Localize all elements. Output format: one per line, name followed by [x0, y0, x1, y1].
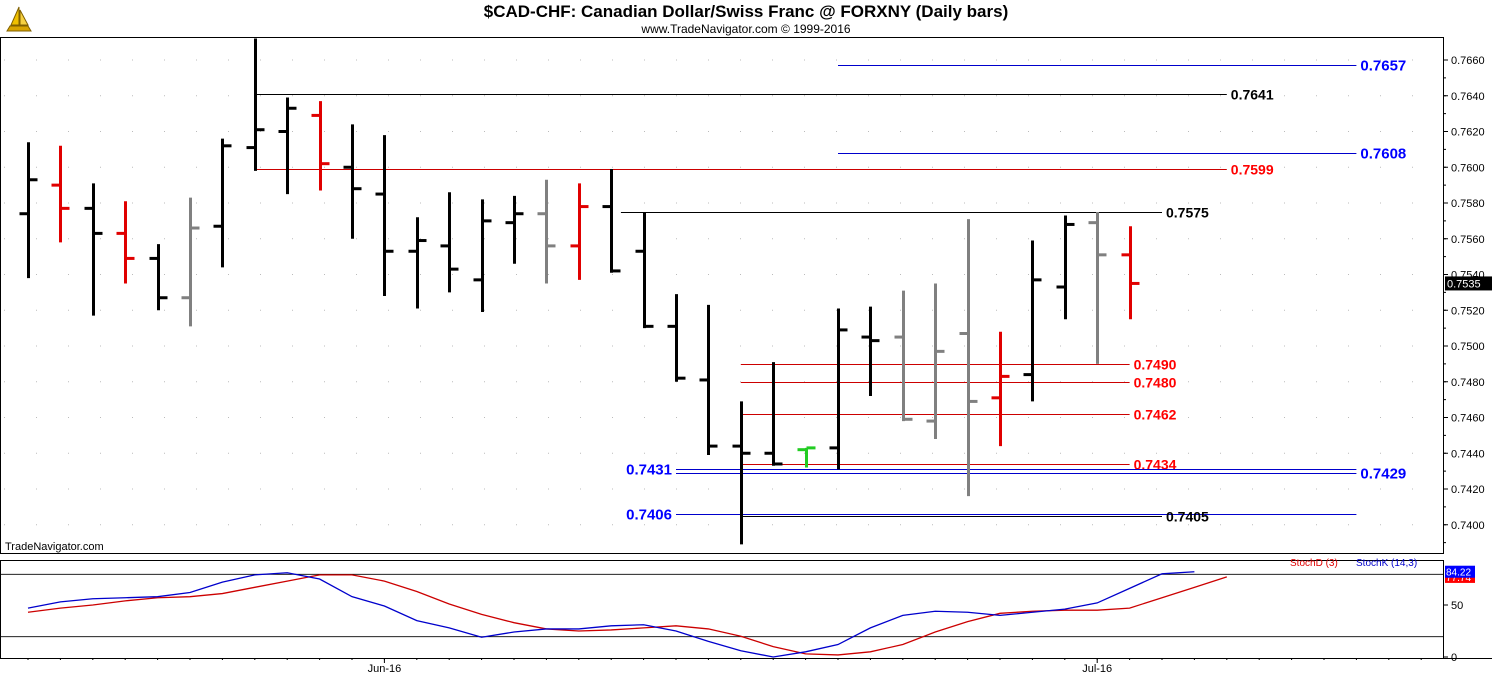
ohlc-bar — [116, 201, 135, 284]
stochastic-panel: StochD (3) StochK (14,3) — [0, 558, 1443, 658]
ohlc-bar — [894, 290, 913, 422]
stoch-legend-k: StochK (14,3) — [1356, 558, 1417, 569]
level-label: 0.7434 — [1134, 457, 1177, 473]
ohlc-bar — [343, 124, 362, 239]
ohlc-bar — [732, 401, 751, 545]
y-tick-label: 0.7500 — [1451, 341, 1485, 353]
level-lines: 0.7657 0.7641 0.7608 0.7599 0.7575 0.7490 0.74… — [254, 58, 1406, 525]
chart-title: $CAD-CHF: Canadian Dollar/Swiss Franc @ … — [483, 2, 1009, 21]
level-label: 0.7657 — [1360, 58, 1406, 75]
stoch-legend-d: StochD (3) — [1290, 558, 1338, 569]
ohlc-bar — [570, 183, 589, 280]
ohlc-bar — [764, 362, 783, 466]
y-tick-label: 0.7520 — [1451, 305, 1485, 317]
ohlc-bar — [149, 244, 168, 311]
chart-subtitle: www.TradeNavigator.com © 1999-2016 — [641, 22, 851, 36]
ohlc-bar — [1023, 240, 1042, 402]
ohlc-bar — [537, 179, 556, 284]
ohlc-bar — [473, 199, 492, 313]
level-label: 0.7490 — [1134, 357, 1177, 373]
ohlc-bar — [408, 217, 427, 309]
stoch-y-tick-label: 0 — [1451, 652, 1457, 664]
level-label: 0.7599 — [1231, 162, 1274, 178]
y-tick-label: 0.7640 — [1451, 91, 1485, 103]
stoch-last-label: 84.22 — [1446, 568, 1471, 579]
price-panel-frame — [0, 37, 1444, 554]
x-tick-label: Jun-16 — [368, 663, 402, 675]
stoch-y-tick-label: 50 — [1451, 600, 1463, 612]
last-price-box — [1445, 276, 1492, 291]
ohlc-bar — [602, 169, 621, 273]
ohlc-bar — [1121, 226, 1140, 320]
level-label: 0.7480 — [1134, 375, 1177, 391]
ohlc-bar — [440, 192, 459, 293]
grid-layer — [0, 37, 1492, 659]
ohlc-bar — [246, 38, 265, 171]
level-label: 0.7429 — [1360, 466, 1406, 483]
y-tick-label: 0.7600 — [1451, 162, 1485, 174]
y-tick-label: 0.7620 — [1451, 127, 1485, 139]
ohlc-bar — [1056, 215, 1075, 320]
level-label: 0.7608 — [1360, 146, 1406, 163]
level-label: 0.7406 — [626, 507, 672, 524]
ohlc-bar — [84, 183, 103, 316]
stoch-panel-frame — [0, 560, 1444, 659]
ohlc-bar — [19, 142, 38, 279]
level-label: 0.7462 — [1134, 407, 1177, 423]
ohlc-bar — [797, 446, 816, 468]
ohlc-bar — [667, 294, 686, 382]
last-price-label: 0.7535 — [1447, 278, 1481, 290]
price-bars — [19, 38, 1140, 545]
ohlc-bar — [635, 211, 654, 329]
ohlc-bar — [51, 145, 70, 243]
stoch-last-label: 77.74 — [1446, 573, 1471, 584]
axes: 0.7400 0.7420 0.7440 0.7460 0.7480 0.7500 0.75… — [27, 55, 1492, 675]
ohlc-bar — [959, 219, 978, 497]
stoch-last-box — [1445, 565, 1475, 578]
ohlc-bar — [861, 306, 880, 397]
ohlc-bar — [991, 331, 1010, 447]
ohlc-bar — [926, 283, 945, 439]
ohlc-bar — [213, 138, 232, 268]
stoch-series-line — [27, 571, 1195, 658]
ohlc-bar — [375, 135, 394, 296]
level-label: 0.7641 — [1231, 87, 1274, 103]
y-tick-label: 0.7660 — [1451, 55, 1485, 67]
ohlc-bar — [311, 101, 330, 191]
x-tick-label: Jul-16 — [1082, 663, 1112, 675]
ohlc-bar — [1088, 211, 1107, 364]
ohlc-bar — [505, 195, 524, 264]
level-label: 0.7575 — [1166, 205, 1209, 221]
stoch-series-line — [27, 574, 1227, 656]
y-tick-label: 0.7460 — [1451, 413, 1485, 425]
y-tick-label: 0.7580 — [1451, 198, 1485, 210]
y-tick-label: 0.7480 — [1451, 377, 1485, 389]
level-label: 0.7431 — [626, 462, 672, 479]
y-tick-label: 0.7560 — [1451, 234, 1485, 246]
y-tick-label: 0.7420 — [1451, 484, 1485, 496]
tradenavigator-logo-icon — [6, 6, 32, 32]
ohlc-bar — [829, 308, 848, 470]
watermark-text: TradeNavigator.com — [5, 541, 104, 553]
ohlc-bar — [181, 197, 200, 327]
ohlc-bar — [278, 97, 297, 195]
level-label: 0.7405 — [1166, 509, 1209, 525]
ohlc-bar — [699, 304, 718, 456]
y-tick-label: 0.7440 — [1451, 448, 1485, 460]
y-tick-label: 0.7400 — [1451, 520, 1485, 532]
